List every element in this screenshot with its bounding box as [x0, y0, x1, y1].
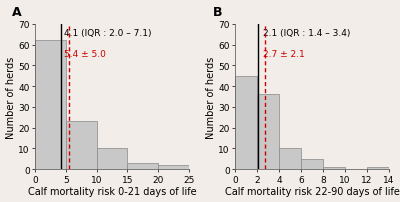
Y-axis label: Number of herds: Number of herds [206, 56, 216, 138]
Text: 4.1 (IQR : 2.0 – 7.1): 4.1 (IQR : 2.0 – 7.1) [64, 29, 151, 38]
Text: 2.7 ± 2.1: 2.7 ± 2.1 [263, 49, 305, 58]
Bar [301, 159, 323, 169]
Bar [66, 122, 97, 169]
Text: B: B [212, 6, 222, 19]
Text: A: A [12, 6, 22, 19]
X-axis label: Calf mortality risk 0-21 days of life: Calf mortality risk 0-21 days of life [28, 186, 196, 197]
Bar [158, 165, 189, 169]
Text: 2.1 (IQR : 1.4 – 3.4): 2.1 (IQR : 1.4 – 3.4) [263, 29, 350, 38]
Bar [367, 167, 389, 169]
Text: 5.4 ± 5.0: 5.4 ± 5.0 [64, 49, 106, 58]
Bar [323, 167, 345, 169]
Bar [257, 95, 279, 169]
Bar [235, 76, 257, 169]
Bar [35, 41, 66, 169]
Bar [128, 163, 158, 169]
Bar [279, 149, 301, 169]
Y-axis label: Number of herds: Number of herds [6, 56, 16, 138]
X-axis label: Calf mortality risk 22-90 days of life: Calf mortality risk 22-90 days of life [225, 186, 400, 197]
Bar [97, 149, 128, 169]
